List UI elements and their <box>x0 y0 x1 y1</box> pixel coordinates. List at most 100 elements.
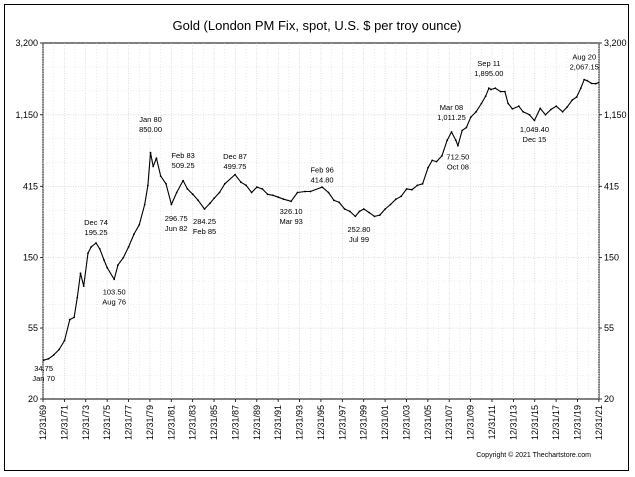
x-tick-label: 12/31/13 <box>508 405 518 440</box>
annotation-value: 2,067.15 <box>570 63 599 72</box>
data-point <box>446 139 449 142</box>
data-point <box>517 105 520 108</box>
x-tick-label: 12/31/75 <box>102 405 112 440</box>
annotation-date: Jun 82 <box>165 224 188 233</box>
data-point <box>191 193 194 196</box>
data-point <box>76 296 79 299</box>
y-tick-label-left: 415 <box>23 181 38 191</box>
x-tick-label: 12/31/21 <box>594 405 604 440</box>
data-point <box>52 354 55 356</box>
annotation-date: Mar 08 <box>440 103 463 112</box>
data-point <box>240 181 242 184</box>
annotation-value: 1,011.25 <box>437 113 466 122</box>
data-point <box>504 90 506 93</box>
data-point <box>590 82 593 85</box>
data-point <box>155 157 158 160</box>
data-point <box>304 190 306 193</box>
gold-price-chart: Gold (London PM Fix, spot, U.S. $ per tr… <box>15 18 626 459</box>
x-tick-label: 12/31/73 <box>81 405 91 440</box>
y-tick-label-left: 1,150 <box>15 110 38 120</box>
annotation-value: 414.80 <box>311 175 334 184</box>
data-point <box>68 318 71 321</box>
data-point <box>349 210 351 213</box>
annotation-date: Dec 74 <box>84 218 108 227</box>
x-tick-label: 12/31/19 <box>573 405 583 440</box>
data-point <box>182 179 185 182</box>
data-point <box>586 79 589 82</box>
x-tick-label: 12/31/69 <box>38 405 48 440</box>
data-point <box>555 105 558 108</box>
data-point <box>416 184 419 187</box>
x-tick-label: 12/31/87 <box>230 405 240 440</box>
data-point <box>143 203 146 206</box>
x-tick-label: 12/31/93 <box>295 405 305 440</box>
data-point <box>223 182 226 185</box>
data-point <box>250 191 253 194</box>
data-point <box>175 191 178 194</box>
data-point <box>561 110 564 113</box>
x-tick-label: 12/31/77 <box>124 405 134 440</box>
data-point <box>343 208 346 210</box>
data-point <box>539 107 542 110</box>
data-point <box>533 119 536 122</box>
annotation-value: 509.25 <box>172 161 195 170</box>
data-point <box>277 196 280 199</box>
annotation-date: Mar 93 <box>279 217 302 226</box>
annotation-value: 296.75 <box>165 214 188 223</box>
price-series <box>42 78 600 362</box>
data-point <box>475 110 477 113</box>
data-point <box>152 165 155 168</box>
data-point <box>354 215 357 218</box>
annotation-date: Jan 80 <box>139 115 162 124</box>
data-point <box>170 203 173 206</box>
data-point <box>450 131 453 133</box>
annotation-value: 195.25 <box>85 228 108 237</box>
data-point <box>427 166 429 169</box>
data-point <box>362 208 365 210</box>
y-tick-label-right: 55 <box>604 323 614 333</box>
x-tick-label: 12/31/11 <box>487 405 497 439</box>
data-point <box>421 182 424 185</box>
x-tick-label: 12/31/71 <box>59 405 69 440</box>
data-point <box>494 87 497 90</box>
data-point <box>209 202 211 205</box>
x-tick-label: 12/31/95 <box>316 405 326 440</box>
data-point <box>579 87 582 90</box>
data-point <box>411 188 413 191</box>
data-point <box>490 88 492 91</box>
annotation-value: 712.50 <box>446 152 469 161</box>
data-point <box>454 139 457 142</box>
annotation-date: Aug 20 <box>572 53 596 62</box>
x-tick-label: 12/31/17 <box>551 405 561 440</box>
data-point <box>42 359 45 362</box>
data-point <box>499 90 502 93</box>
data-point <box>186 188 189 190</box>
x-tick-label: 12/31/15 <box>530 405 540 440</box>
data-point <box>309 190 312 193</box>
annotation-value: 1,049.40 <box>520 125 549 134</box>
data-point <box>544 113 547 116</box>
data-point <box>327 191 330 194</box>
data-point <box>528 113 531 116</box>
data-point <box>79 272 82 275</box>
data-point <box>149 151 152 154</box>
data-point <box>465 126 468 129</box>
annotation-date: Oct 08 <box>447 162 469 171</box>
copyright-text: Copyright © 2021 Thechartstore.com <box>476 451 591 459</box>
x-tick-label: 12/31/85 <box>209 405 219 440</box>
annotation-value: 499.75 <box>224 162 247 171</box>
annotation-value: 850.00 <box>139 125 162 134</box>
data-point <box>441 155 443 157</box>
data-point <box>90 246 93 248</box>
data-point <box>58 348 60 351</box>
annotation-value: 326.10 <box>280 207 303 216</box>
data-point <box>575 96 578 98</box>
data-point <box>117 264 119 266</box>
x-tick-label: 12/31/89 <box>252 405 262 440</box>
data-point <box>571 99 574 101</box>
data-point <box>378 214 381 217</box>
data-point <box>282 198 285 201</box>
data-point <box>296 191 299 194</box>
x-tick-label: 12/31/09 <box>466 405 476 440</box>
annotation-date: Feb 85 <box>193 227 216 236</box>
